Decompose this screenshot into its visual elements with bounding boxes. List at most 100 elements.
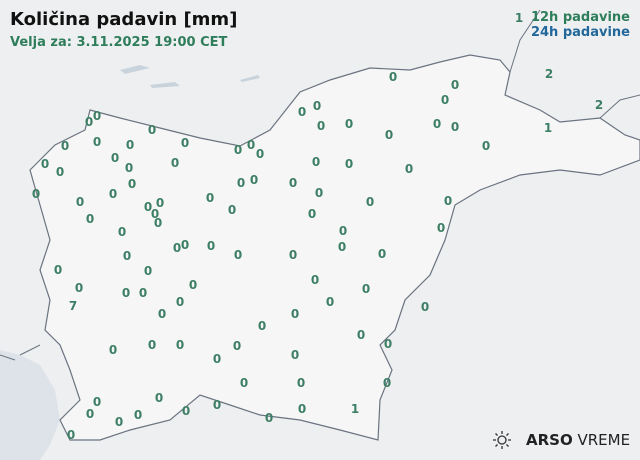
station-value: 0 (153, 216, 163, 230)
station-value: 0 (443, 194, 453, 208)
station-value: 0 (307, 207, 317, 221)
station-value: 0 (236, 176, 246, 190)
station-value: 0 (316, 119, 326, 133)
station-value: 0 (188, 278, 198, 292)
map-title: Količina padavin [mm] (10, 9, 238, 30)
station-value: 0 (85, 407, 95, 421)
station-value: 0 (290, 307, 300, 321)
station-value: 0 (246, 138, 256, 152)
station-value: 0 (75, 195, 85, 209)
station-value: 0 (212, 352, 222, 366)
station-value: 0 (227, 203, 237, 217)
station-value: 0 (288, 176, 298, 190)
sun-icon (493, 431, 511, 449)
station-value: 0 (206, 239, 216, 253)
station-value: 0 (436, 221, 446, 235)
station-value: 0 (125, 138, 135, 152)
station-value: 0 (356, 328, 366, 342)
station-value: 0 (420, 300, 430, 314)
station-value: 0 (92, 135, 102, 149)
station-value: 0 (440, 93, 450, 107)
station-value: 1 (543, 121, 553, 135)
station-value: 0 (147, 123, 157, 137)
station-value: 0 (85, 212, 95, 226)
station-value: 0 (384, 128, 394, 142)
station-value: 0 (170, 156, 180, 170)
station-value: 0 (310, 273, 320, 287)
station-value: 0 (172, 241, 182, 255)
country-border (0, 9, 640, 361)
station-value: 7 (68, 299, 78, 313)
station-value: 0 (233, 143, 243, 157)
station-value: 0 (450, 78, 460, 92)
station-value: 0 (147, 338, 157, 352)
station-value: 0 (257, 319, 267, 333)
station-value: 0 (143, 200, 153, 214)
station-value: 0 (205, 191, 215, 205)
station-value: 0 (344, 157, 354, 171)
slovenia-border (29, 54, 640, 441)
station-value: 0 (150, 207, 160, 221)
station-value: 0 (297, 402, 307, 416)
station-value: 0 (290, 348, 300, 362)
station-value: 0 (154, 391, 164, 405)
legend-12h: 12h padavine (530, 10, 630, 25)
station-value: 0 (122, 249, 132, 263)
station-value: 0 (55, 165, 65, 179)
station-value: 0 (377, 247, 387, 261)
station-value: 0 (233, 248, 243, 262)
station-value: 0 (212, 398, 222, 412)
station-value: 0 (121, 286, 131, 300)
station-value: 0 (239, 376, 249, 390)
station-value: 0 (297, 105, 307, 119)
station-value: 0 (124, 161, 134, 175)
station-value: 0 (383, 337, 393, 351)
station-value: 0 (344, 117, 354, 131)
station-value: 0 (180, 238, 190, 252)
lake (120, 65, 260, 88)
station-value: 0 (450, 120, 460, 134)
station-value: 0 (338, 224, 348, 238)
station-value: 0 (138, 286, 148, 300)
legend-24h: 24h padavine (530, 25, 630, 40)
station-value: 0 (31, 187, 41, 201)
station-value: 0 (264, 411, 274, 425)
logo-brand: ARSO (526, 431, 573, 449)
station-value: 0 (432, 117, 442, 131)
station-value: 0 (404, 162, 414, 176)
station-value: 0 (66, 428, 76, 442)
station-value: 0 (337, 240, 347, 254)
station-value: 0 (114, 415, 124, 429)
station-value: 0 (325, 295, 335, 309)
station-value: 0 (382, 376, 392, 390)
sea (0, 350, 60, 460)
logo-product: VREME (577, 431, 631, 449)
station-value: 0 (117, 225, 127, 239)
station-value: 0 (175, 338, 185, 352)
station-value: 0 (181, 404, 191, 418)
station-value: 0 (175, 295, 185, 309)
station-value: 0 (84, 115, 94, 129)
station-value: 0 (110, 151, 120, 165)
station-value: 0 (157, 307, 167, 321)
station-value: 0 (249, 173, 259, 187)
station-value: 0 (288, 248, 298, 262)
station-value: 0 (481, 139, 491, 153)
station-value: 1 (350, 402, 360, 416)
station-value: 0 (311, 155, 321, 169)
station-value: 0 (92, 109, 102, 123)
station-value: 0 (232, 339, 242, 353)
station-value: 0 (361, 282, 371, 296)
station-value: 0 (180, 136, 190, 150)
station-value: 0 (312, 99, 322, 113)
station-value: 0 (40, 157, 50, 171)
valid-time: Velja za: 3.11.2025 19:00 CET (10, 35, 228, 50)
station-value: 0 (53, 263, 63, 277)
station-value: 0 (314, 186, 324, 200)
station-value: 0 (365, 195, 375, 209)
station-value: 0 (92, 395, 102, 409)
station-value: 2 (594, 98, 604, 112)
station-value: 1 (514, 11, 524, 25)
arso-logo: ARSO VREME (492, 430, 630, 450)
